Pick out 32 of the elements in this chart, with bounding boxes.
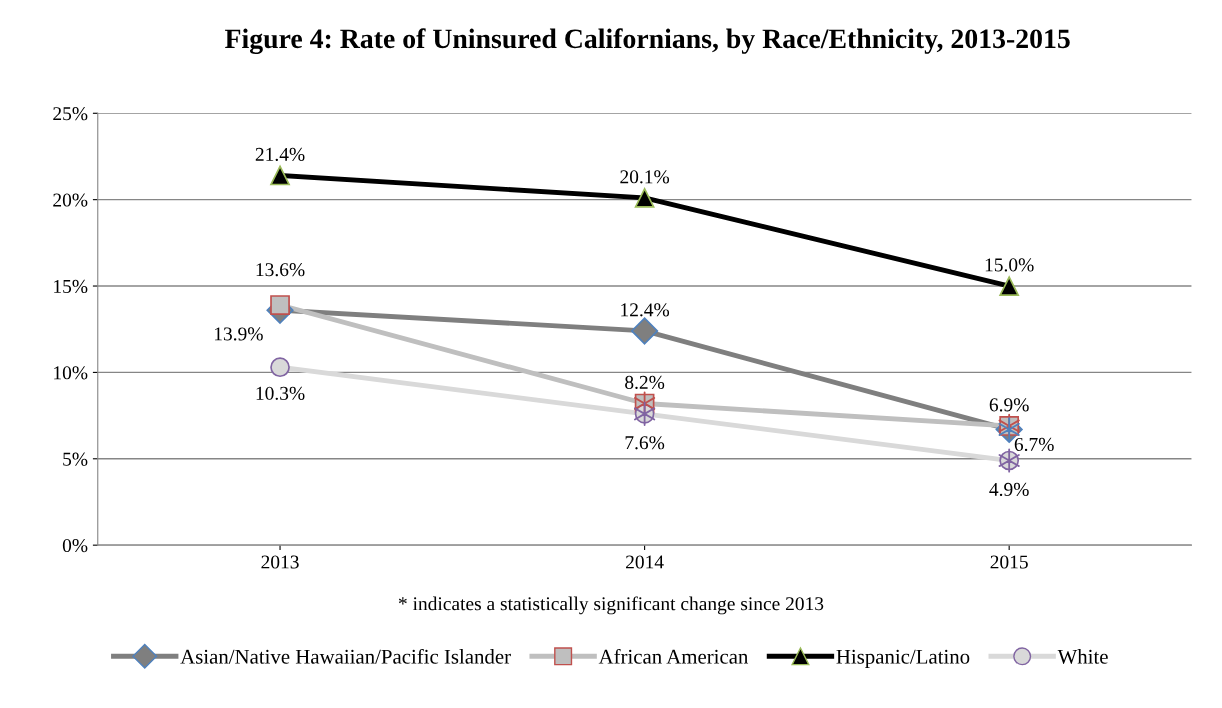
data-label: 20.1% bbox=[620, 170, 670, 184]
legend-label: Hispanic/Latino bbox=[836, 649, 970, 669]
point bbox=[631, 317, 659, 345]
data-label: 13.6% bbox=[256, 263, 305, 277]
point bbox=[270, 295, 290, 315]
point bbox=[270, 165, 290, 186]
data-label: 6.7% bbox=[1014, 437, 1054, 452]
text: * indicates a statistically significant change since 2013 bbox=[398, 596, 824, 615]
x-tick-label: 2013 bbox=[261, 555, 299, 569]
chart-title: Figure 4: Rate of Uninsured Californians, by Race/Ethnicity, 2013-2015 bbox=[225, 28, 1070, 55]
data-label: 12.4% bbox=[621, 303, 670, 317]
data-label: 7.6% bbox=[625, 436, 665, 450]
data-label: 6.9% bbox=[989, 398, 1029, 412]
y-tick-label: 15% bbox=[54, 279, 88, 294]
data-label: 21.4% bbox=[255, 147, 305, 161]
data-label: 13.9% bbox=[214, 327, 263, 341]
point bbox=[999, 276, 1020, 296]
data-label: 8.2% bbox=[625, 375, 665, 390]
legend-label: African American bbox=[598, 648, 749, 664]
y-tick-label: 0% bbox=[62, 538, 88, 553]
x-tick-label: 2014 bbox=[626, 555, 664, 569]
legend-label: Asian/Native Hawaiian/Pacific Islander bbox=[180, 648, 511, 664]
data-label: 15.0% bbox=[985, 258, 1034, 272]
y-tick-label: 5% bbox=[63, 452, 88, 466]
x-tick-label: 2015 bbox=[990, 555, 1028, 569]
point bbox=[634, 188, 655, 208]
y-tick-label: 25% bbox=[53, 107, 88, 121]
y-tick-label: 10% bbox=[54, 366, 88, 380]
data-label: 10.3% bbox=[256, 386, 305, 400]
legend-label: White bbox=[1057, 649, 1108, 664]
y-tick-label: 20% bbox=[53, 193, 88, 207]
data-label: 4.9% bbox=[989, 482, 1029, 497]
